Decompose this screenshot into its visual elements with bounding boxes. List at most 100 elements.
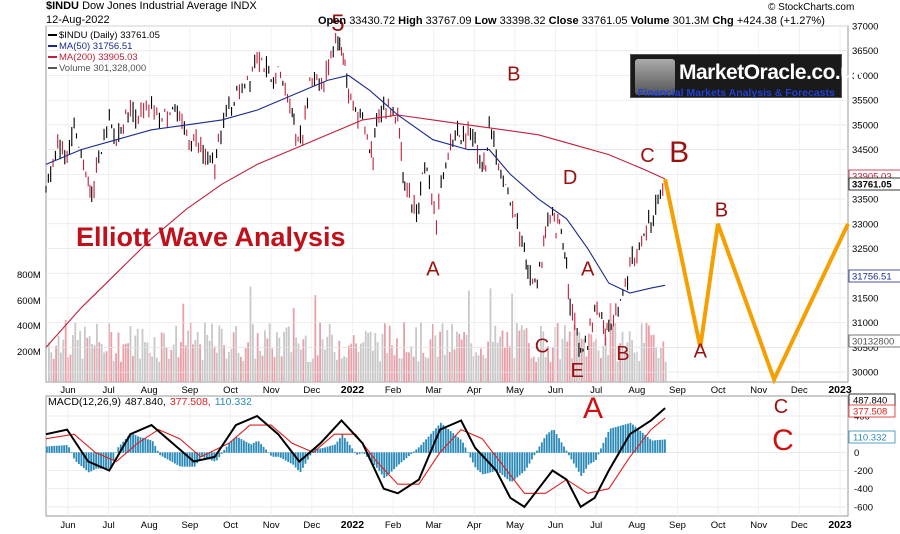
macd-hist-bar xyxy=(521,452,524,474)
volume-bar xyxy=(544,357,547,382)
volume-label: Volume xyxy=(630,15,670,27)
volume-bar xyxy=(540,325,542,382)
volume-bar xyxy=(261,355,264,382)
macd-hist-bar xyxy=(580,452,583,476)
volume-bar xyxy=(194,339,197,382)
macd-hist-bar xyxy=(563,446,565,453)
volume-bar xyxy=(386,352,389,382)
macd-hist-bar xyxy=(383,452,386,478)
macd-hist-bar xyxy=(629,422,632,453)
x-tick-label: Dec xyxy=(791,385,808,396)
macd-hist-bar xyxy=(634,426,637,453)
volume-tick-label: 200M xyxy=(17,347,41,358)
macd-tag-box xyxy=(848,430,896,444)
volume-bar xyxy=(609,303,612,382)
volume-bar xyxy=(444,354,446,382)
volume-bar xyxy=(580,338,583,382)
ma50-line xyxy=(45,74,666,294)
macd-hist-bar xyxy=(215,452,218,461)
price-tags: 33905.0333761.0531756.5130132800487.8403… xyxy=(848,169,900,444)
macd-hist-bar xyxy=(228,443,231,453)
macd-hist-bar xyxy=(622,424,624,453)
volume-bar xyxy=(244,348,247,382)
volume-bar xyxy=(122,344,125,382)
volume-bar xyxy=(590,334,593,382)
macd-hist-bar xyxy=(80,452,83,467)
volume-bar xyxy=(448,352,451,382)
macd-hist-bar xyxy=(188,452,191,467)
macd-hist-bar xyxy=(176,452,179,465)
macd-hist-bar xyxy=(484,452,487,474)
macd-tag-label: 487.840 xyxy=(853,396,887,407)
volume-bar xyxy=(400,358,403,382)
volume-bar xyxy=(319,322,321,382)
macd-hist-bar xyxy=(506,452,509,480)
macd-hist-bar xyxy=(178,452,181,467)
volume-bar xyxy=(228,351,230,382)
volume-bar xyxy=(115,353,117,382)
macd-hist-bar xyxy=(518,452,521,476)
volume-bar xyxy=(643,342,645,382)
volume-bar xyxy=(369,331,372,382)
volume-bar xyxy=(235,325,237,382)
macd-hist-bar xyxy=(590,452,592,464)
macd-hist-bar xyxy=(528,452,531,464)
volume-bar xyxy=(628,331,631,382)
macd-hist-bar xyxy=(220,452,223,454)
volume-bar xyxy=(621,331,624,382)
macd-hist-bar xyxy=(210,452,213,461)
price-tick-label: 36000 xyxy=(852,71,878,82)
macd-hist-bar xyxy=(617,426,620,453)
price-tick-label: 35000 xyxy=(852,120,878,131)
macd-hist-bar xyxy=(550,430,553,453)
macd-hist-bar xyxy=(144,438,147,453)
volume-bar xyxy=(189,322,192,382)
volume-bar xyxy=(633,352,636,382)
volume-bar xyxy=(285,327,288,382)
volume-bar xyxy=(576,334,578,382)
volume-bar xyxy=(276,332,278,382)
macd-hist-bar xyxy=(533,452,536,456)
volume-bar xyxy=(571,358,573,382)
x-tick-label: Jun xyxy=(60,385,75,396)
legend-swatch xyxy=(48,56,57,59)
macd-hist-bar xyxy=(380,452,383,475)
macd-hist-bar xyxy=(403,452,405,461)
x-tick-label: May xyxy=(506,385,524,396)
macd-hist-bar xyxy=(233,438,235,453)
macd-hist-bar xyxy=(324,447,327,453)
macd-hist-bar xyxy=(565,450,568,453)
price-tag-box xyxy=(848,177,900,191)
macd-hist-bar xyxy=(614,427,617,453)
macd-hist-bar xyxy=(491,452,494,472)
volume-bar xyxy=(453,349,456,382)
volume-bar xyxy=(127,343,129,382)
macd-hist-bar xyxy=(511,452,514,482)
volume-bar xyxy=(614,323,617,382)
volume-bar xyxy=(436,356,439,382)
marketoracle-logo: MarketOracle.co.uk xyxy=(630,54,864,98)
wave-label: 5 xyxy=(331,10,344,37)
volume-bar xyxy=(110,332,113,382)
macd-hist-bar xyxy=(102,452,105,469)
volume-bar xyxy=(588,333,590,382)
macd-hist-bar xyxy=(600,448,602,453)
macd-hist-bar xyxy=(294,452,297,468)
macd-hist-bar xyxy=(476,452,479,471)
macd-hist-bar xyxy=(356,452,359,455)
macd-hist-bar xyxy=(48,446,51,453)
macd-hist-bar xyxy=(78,452,80,464)
volume-bar xyxy=(561,338,564,382)
macd-hist-bar xyxy=(326,446,329,453)
macd-hist-bar xyxy=(65,445,68,453)
macd-hist-bar xyxy=(107,452,110,469)
volume-bar xyxy=(165,347,168,382)
macd-hist-bar xyxy=(50,446,53,453)
volume-bar xyxy=(472,356,475,382)
volume-bar xyxy=(410,346,413,382)
volume-bar xyxy=(482,354,485,382)
macd-hist-bar xyxy=(577,452,580,472)
macd-hist-bar xyxy=(279,452,282,458)
low-value: 33398.32 xyxy=(499,15,546,27)
